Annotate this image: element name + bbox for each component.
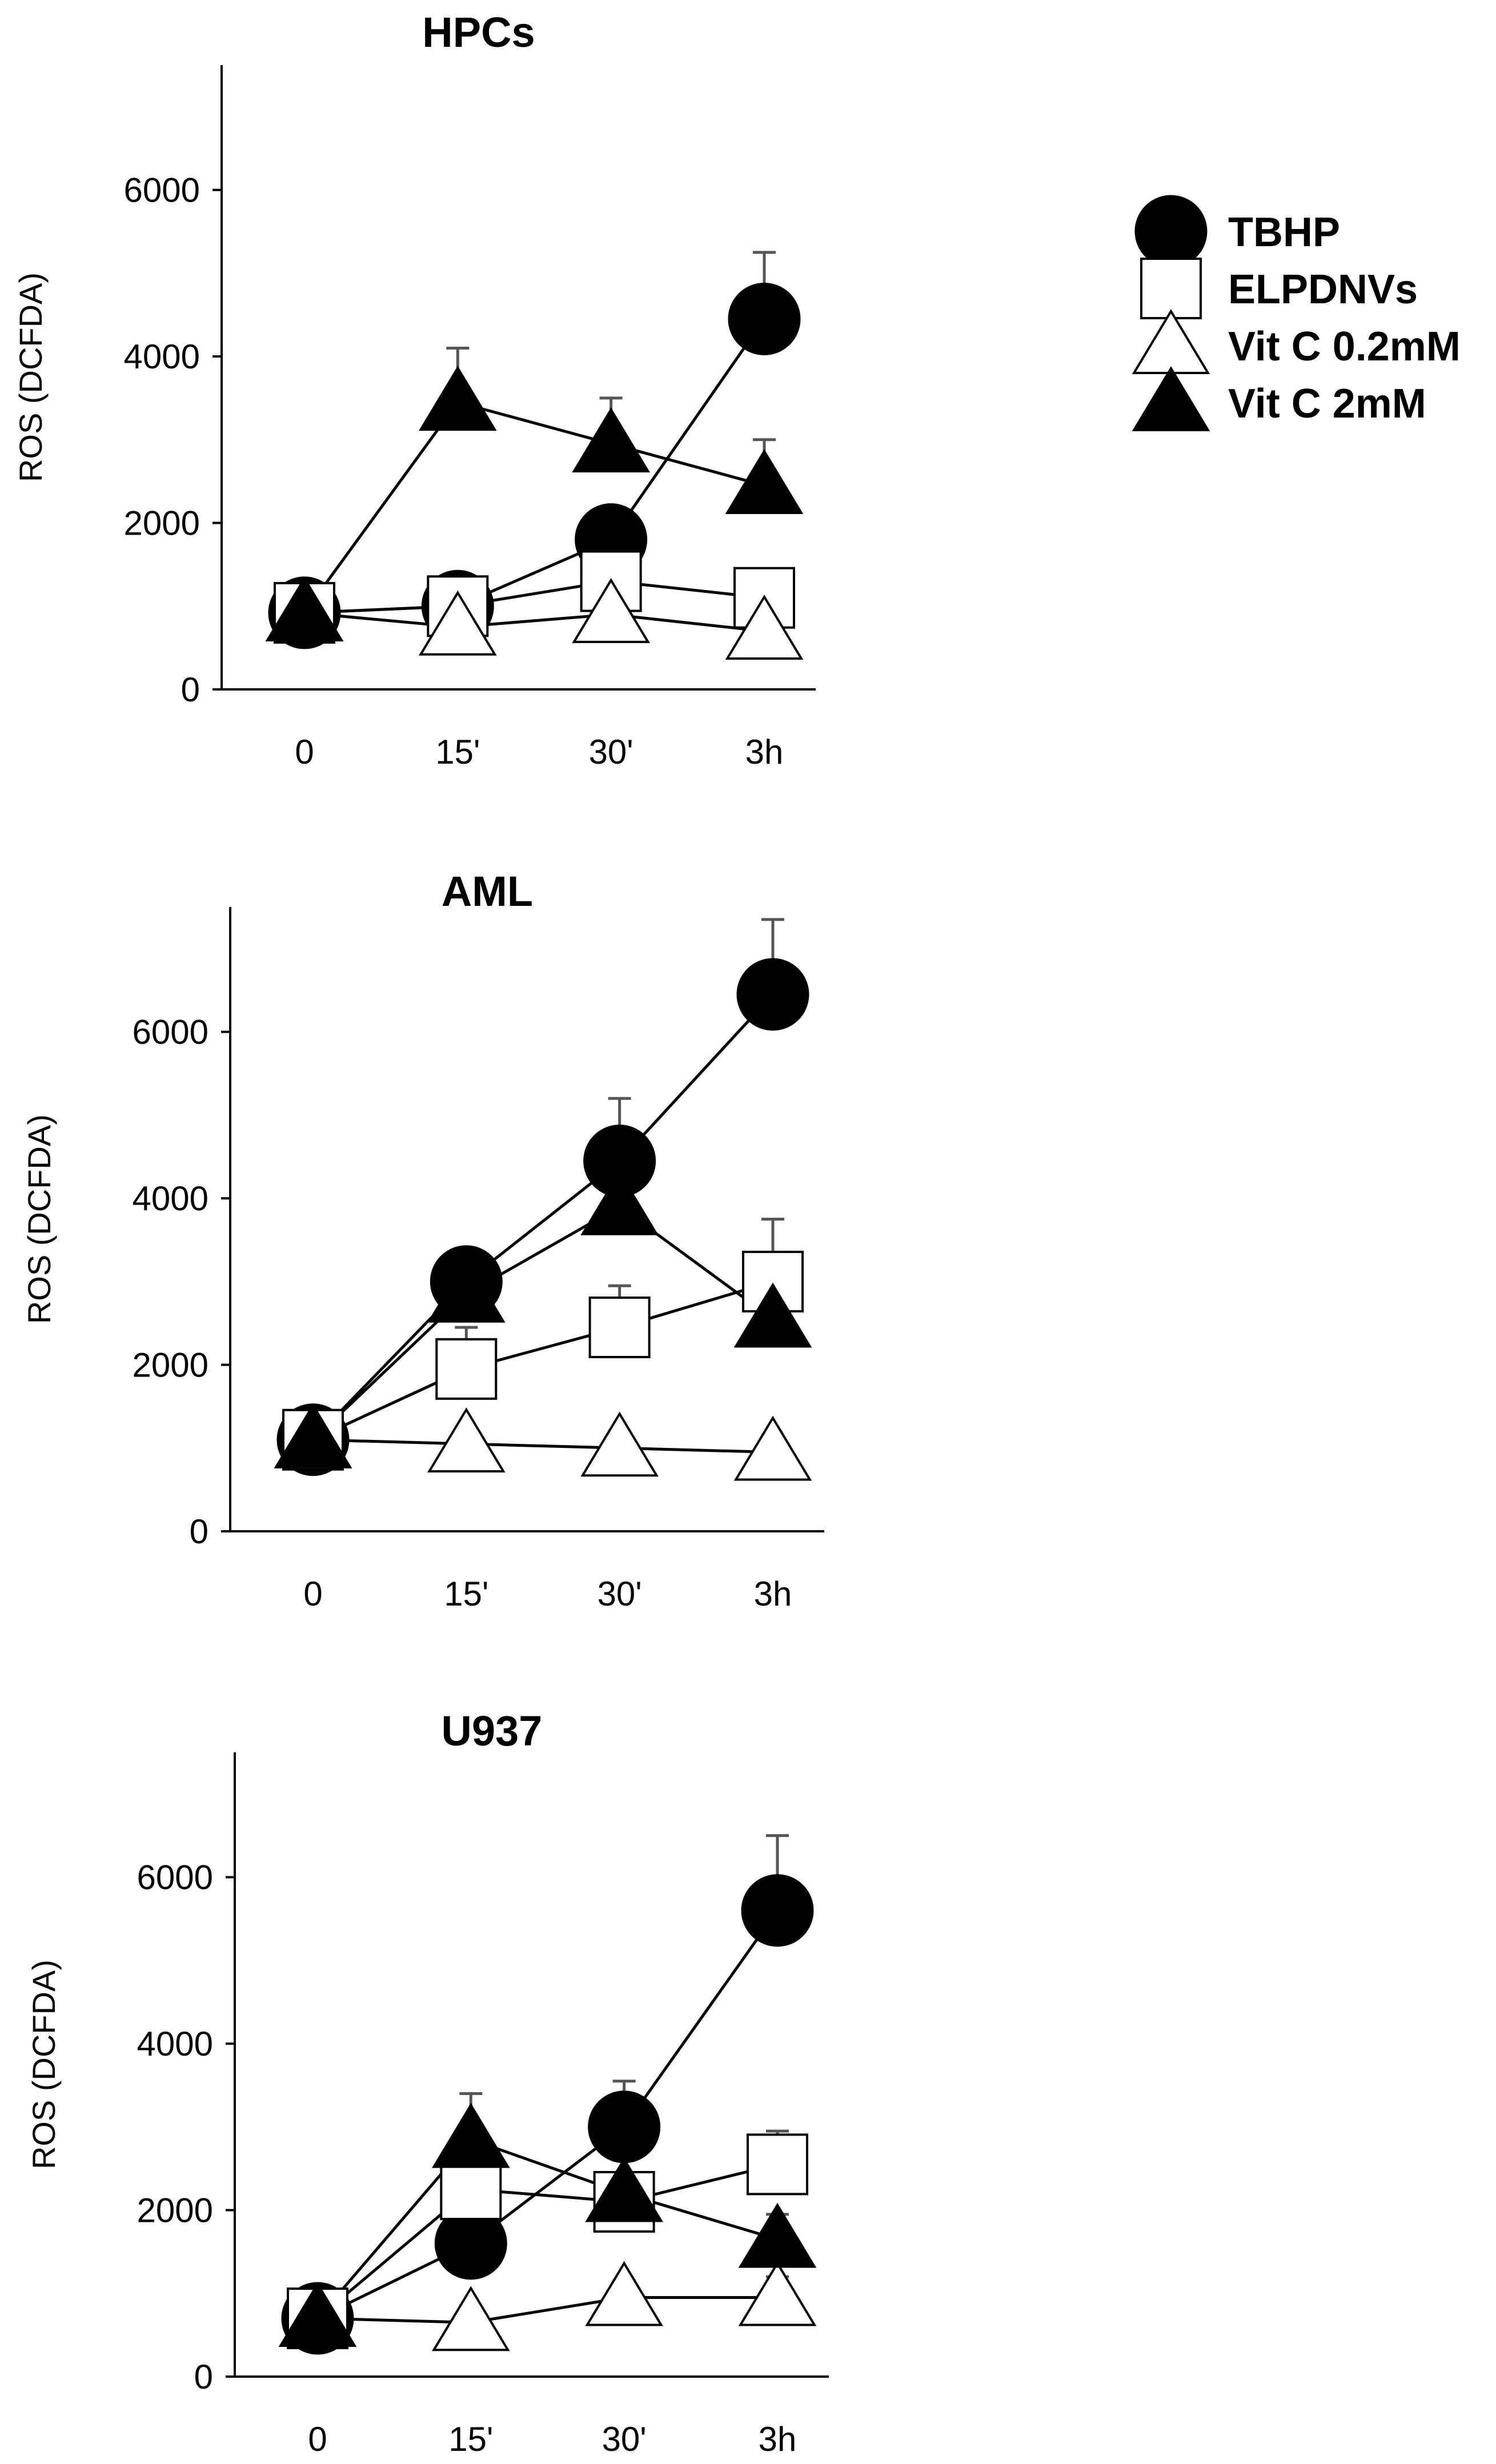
y-axis-label: ROS (DCFDA) bbox=[21, 1114, 57, 1324]
legend-marker-elpdnvs bbox=[1140, 258, 1202, 319]
data-point-vit-c-0-2mm bbox=[733, 1415, 812, 1481]
series-line-vit-c-0-2mm bbox=[304, 611, 765, 633]
data-point-tbhp bbox=[736, 958, 809, 1031]
y-tick-label: 0 bbox=[190, 1512, 208, 1551]
data-point-vit-c-0-2mm bbox=[580, 1411, 659, 1477]
x-tick-label: 30' bbox=[589, 733, 633, 771]
data-point-elpdnvs bbox=[435, 1338, 498, 1400]
legend-marker-vit-c-0-2mm bbox=[1132, 309, 1210, 374]
x-tick-label: 3h bbox=[759, 2420, 797, 2458]
series-line-elpdnvs bbox=[316, 2162, 778, 2319]
data-point-vit-c-2mm bbox=[265, 576, 344, 641]
data-point-vit-c-2mm bbox=[432, 2102, 510, 2168]
series-line-vit-c-0-2mm bbox=[317, 2296, 777, 2324]
data-point-vit-c-2mm bbox=[733, 1282, 812, 1348]
data-point-tbhp bbox=[741, 1874, 814, 1947]
y-tick-label: 4000 bbox=[137, 2025, 213, 2063]
series-line-elpdnvs bbox=[304, 580, 765, 615]
panel-title: AML bbox=[442, 868, 533, 915]
legend-label-elpdnvs: ELPDNVs bbox=[1228, 267, 1418, 312]
data-point-vit-c-2mm bbox=[585, 2157, 663, 2222]
legend: TBHP ELPDNVs Vit C 0.2mM Vit C 2mM bbox=[1132, 195, 1461, 431]
panel-title: HPCs bbox=[422, 9, 535, 56]
y-tick-label: 6000 bbox=[124, 171, 200, 210]
data-point-vit-c-2mm bbox=[274, 1403, 352, 1468]
data-point-elpdnvs bbox=[588, 1296, 651, 1358]
data-point-vit-c-0-2mm bbox=[432, 2286, 510, 2351]
y-tick-label: 2000 bbox=[133, 1346, 208, 1385]
series-line-vit-c-2mm bbox=[303, 400, 765, 614]
data-point-vit-c-2mm bbox=[427, 1257, 506, 1323]
legend-label-vit-c-2mm: Vit C 2mM bbox=[1228, 381, 1426, 427]
data-point-vit-c-2mm bbox=[572, 407, 650, 473]
y-tick-label: 6000 bbox=[137, 1859, 213, 1897]
x-tick-label: 30' bbox=[602, 2420, 647, 2458]
series-line-elpdnvs bbox=[312, 1280, 773, 1441]
x-tick-label: 15' bbox=[435, 733, 480, 771]
data-point-vit-c-0-2mm bbox=[585, 2261, 663, 2326]
y-axis-label: ROS (DCFDA) bbox=[13, 272, 49, 482]
data-point-tbhp bbox=[588, 2090, 661, 2164]
data-point-vit-c-0-2mm bbox=[725, 595, 804, 660]
data-point-tbhp bbox=[728, 282, 801, 355]
chart-panel-aml: AML 0 2000 4000 6000 0 15' 30' 3h ROS (DCFDA) bbox=[21, 868, 824, 1613]
y-tick-label: 4000 bbox=[133, 1179, 208, 1218]
x-tick-label: 3h bbox=[754, 1575, 792, 1613]
data-point-vit-c-2mm bbox=[419, 366, 497, 431]
series-line-vit-c-2mm bbox=[316, 2137, 778, 2319]
y-axis-label: ROS (DCFDA) bbox=[26, 1960, 62, 2169]
data-point-vit-c-0-2mm bbox=[427, 1407, 506, 1472]
data-point-vit-c-2mm bbox=[278, 2282, 357, 2347]
x-tick-label: 0 bbox=[308, 2420, 327, 2458]
data-point-vit-c-2mm bbox=[580, 1170, 659, 1235]
y-tick-label: 4000 bbox=[124, 338, 200, 376]
data-point-vit-c-2mm bbox=[738, 2202, 817, 2268]
x-tick-label: 30' bbox=[597, 1575, 642, 1613]
x-tick-label: 15' bbox=[444, 1575, 488, 1613]
series-line-vit-c-0-2mm bbox=[312, 1438, 773, 1454]
y-tick-label: 2000 bbox=[124, 504, 200, 543]
y-tick-label: 0 bbox=[181, 671, 200, 709]
chart-panel-hpcs: HPCs 0 2000 4000 6000 0 15' 30' 3h ROS (DCFDA) bbox=[13, 9, 816, 771]
legend-marker-vit-c-2mm bbox=[1132, 366, 1210, 431]
x-tick-label: 0 bbox=[303, 1575, 322, 1613]
x-tick-label: 3h bbox=[745, 733, 784, 771]
series-line-vit-c-2mm bbox=[312, 1205, 774, 1441]
data-point-elpdnvs bbox=[440, 2158, 502, 2221]
panel-title: U937 bbox=[442, 1707, 543, 1755]
series-line-tbhp bbox=[316, 1909, 779, 2320]
y-tick-label: 0 bbox=[194, 2358, 213, 2396]
data-point-elpdnvs bbox=[747, 2133, 808, 2196]
x-tick-label: 0 bbox=[295, 733, 314, 771]
data-point-vit-c-0-2mm bbox=[572, 577, 650, 643]
series-line-tbhp bbox=[312, 993, 774, 1441]
data-point-vit-c-0-2mm bbox=[419, 590, 497, 656]
y-tick-label: 2000 bbox=[137, 2192, 213, 2230]
x-tick-label: 15' bbox=[448, 2420, 493, 2458]
legend-label-vit-c-0-2mm: Vit C 0.2mM bbox=[1228, 324, 1461, 370]
legend-label-tbhp: TBHP bbox=[1228, 210, 1340, 255]
data-point-vit-c-0-2mm bbox=[738, 2261, 817, 2326]
y-tick-label: 6000 bbox=[133, 1013, 208, 1052]
data-point-vit-c-2mm bbox=[725, 449, 804, 514]
legend-marker-tbhp bbox=[1134, 195, 1208, 268]
chart-panel-u937: U937 0 2000 4000 6000 0 15' 30' 3h ROS (DCFDA) bbox=[26, 1707, 829, 2458]
